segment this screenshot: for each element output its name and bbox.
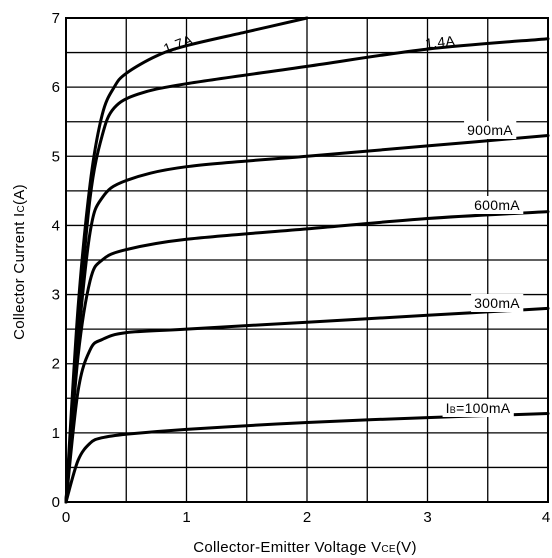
- x-tick-label: 1: [182, 509, 190, 526]
- curve-ib-100ma: [64, 412, 550, 504]
- curve-600ma: [64, 210, 550, 504]
- x-axis-title-unit: (V): [396, 539, 417, 556]
- curve-label-main: 300mA: [474, 295, 520, 311]
- curve-1-7a: [64, 16, 309, 504]
- x-axis-title: Collector-Emitter Voltage VCE(V): [193, 539, 417, 556]
- y-axis-title-subscript: C: [16, 205, 27, 213]
- x-axis-ticks: 0 1 2 3 4: [62, 509, 550, 526]
- curve-label-background: [464, 121, 517, 139]
- curves: [64, 16, 550, 504]
- curve-label-subscript: B: [450, 405, 456, 415]
- curve-label-group-300ma: 300mA: [471, 294, 524, 312]
- curve-label-600ma: 600mA: [474, 197, 520, 213]
- curve-label-main: I: [446, 400, 450, 416]
- curve-label-main: 600mA: [474, 197, 520, 213]
- y-tick-label: 5: [52, 148, 60, 165]
- y-tick-label: 1: [52, 425, 60, 442]
- curve-1-4a: [64, 37, 550, 504]
- y-tick-label: 3: [52, 287, 60, 304]
- x-tick-label: 4: [542, 509, 550, 526]
- curve-label-1-4a: 1.4A: [424, 32, 456, 51]
- curve-label-group-600ma: 600mA: [471, 196, 524, 214]
- x-tick-label: 3: [423, 509, 431, 526]
- curve-label-background: [442, 399, 514, 417]
- curve-label-group-ib-100ma: IB=100mA: [442, 399, 514, 417]
- curve-label-rest: =100mA: [456, 400, 511, 416]
- y-axis-title-unit: (A): [11, 184, 28, 205]
- y-tick-label: 4: [52, 217, 60, 234]
- curve-label-group-900ma: 900mA: [464, 121, 517, 139]
- x-tick-label: 2: [303, 509, 311, 526]
- x-axis-title-subscript: CE: [381, 544, 396, 555]
- y-tick-label: 0: [52, 494, 60, 511]
- y-axis-title-main: Collector Current I: [11, 213, 28, 340]
- curve-label-300ma: 300mA: [474, 295, 520, 311]
- curve-label-background: [471, 196, 524, 214]
- plot-frame: [65, 17, 549, 503]
- curve-label-main: 1.4A: [424, 32, 456, 51]
- curve-label-background: [471, 294, 524, 312]
- y-axis-title: Collector Current IC(A): [11, 184, 28, 340]
- y-tick-label: 7: [52, 10, 60, 27]
- x-axis-title-main: Collector-Emitter Voltage V: [193, 539, 381, 556]
- curve-label-main: 900mA: [467, 122, 513, 138]
- curve-label-group-1-4a: 1.4A: [424, 32, 456, 51]
- x-tick-label: 0: [62, 509, 70, 526]
- curve-label-900ma: 900mA: [467, 122, 513, 138]
- curve-300ma: [64, 306, 550, 504]
- y-tick-label: 6: [52, 79, 60, 96]
- y-axis-ticks: 0 1 2 3 4 5 6 7: [52, 10, 60, 511]
- y-tick-label: 2: [52, 356, 60, 373]
- grid: [66, 18, 548, 502]
- curve-label-ib-100ma: IB=100mA: [446, 400, 511, 416]
- curve-900ma: [64, 134, 550, 504]
